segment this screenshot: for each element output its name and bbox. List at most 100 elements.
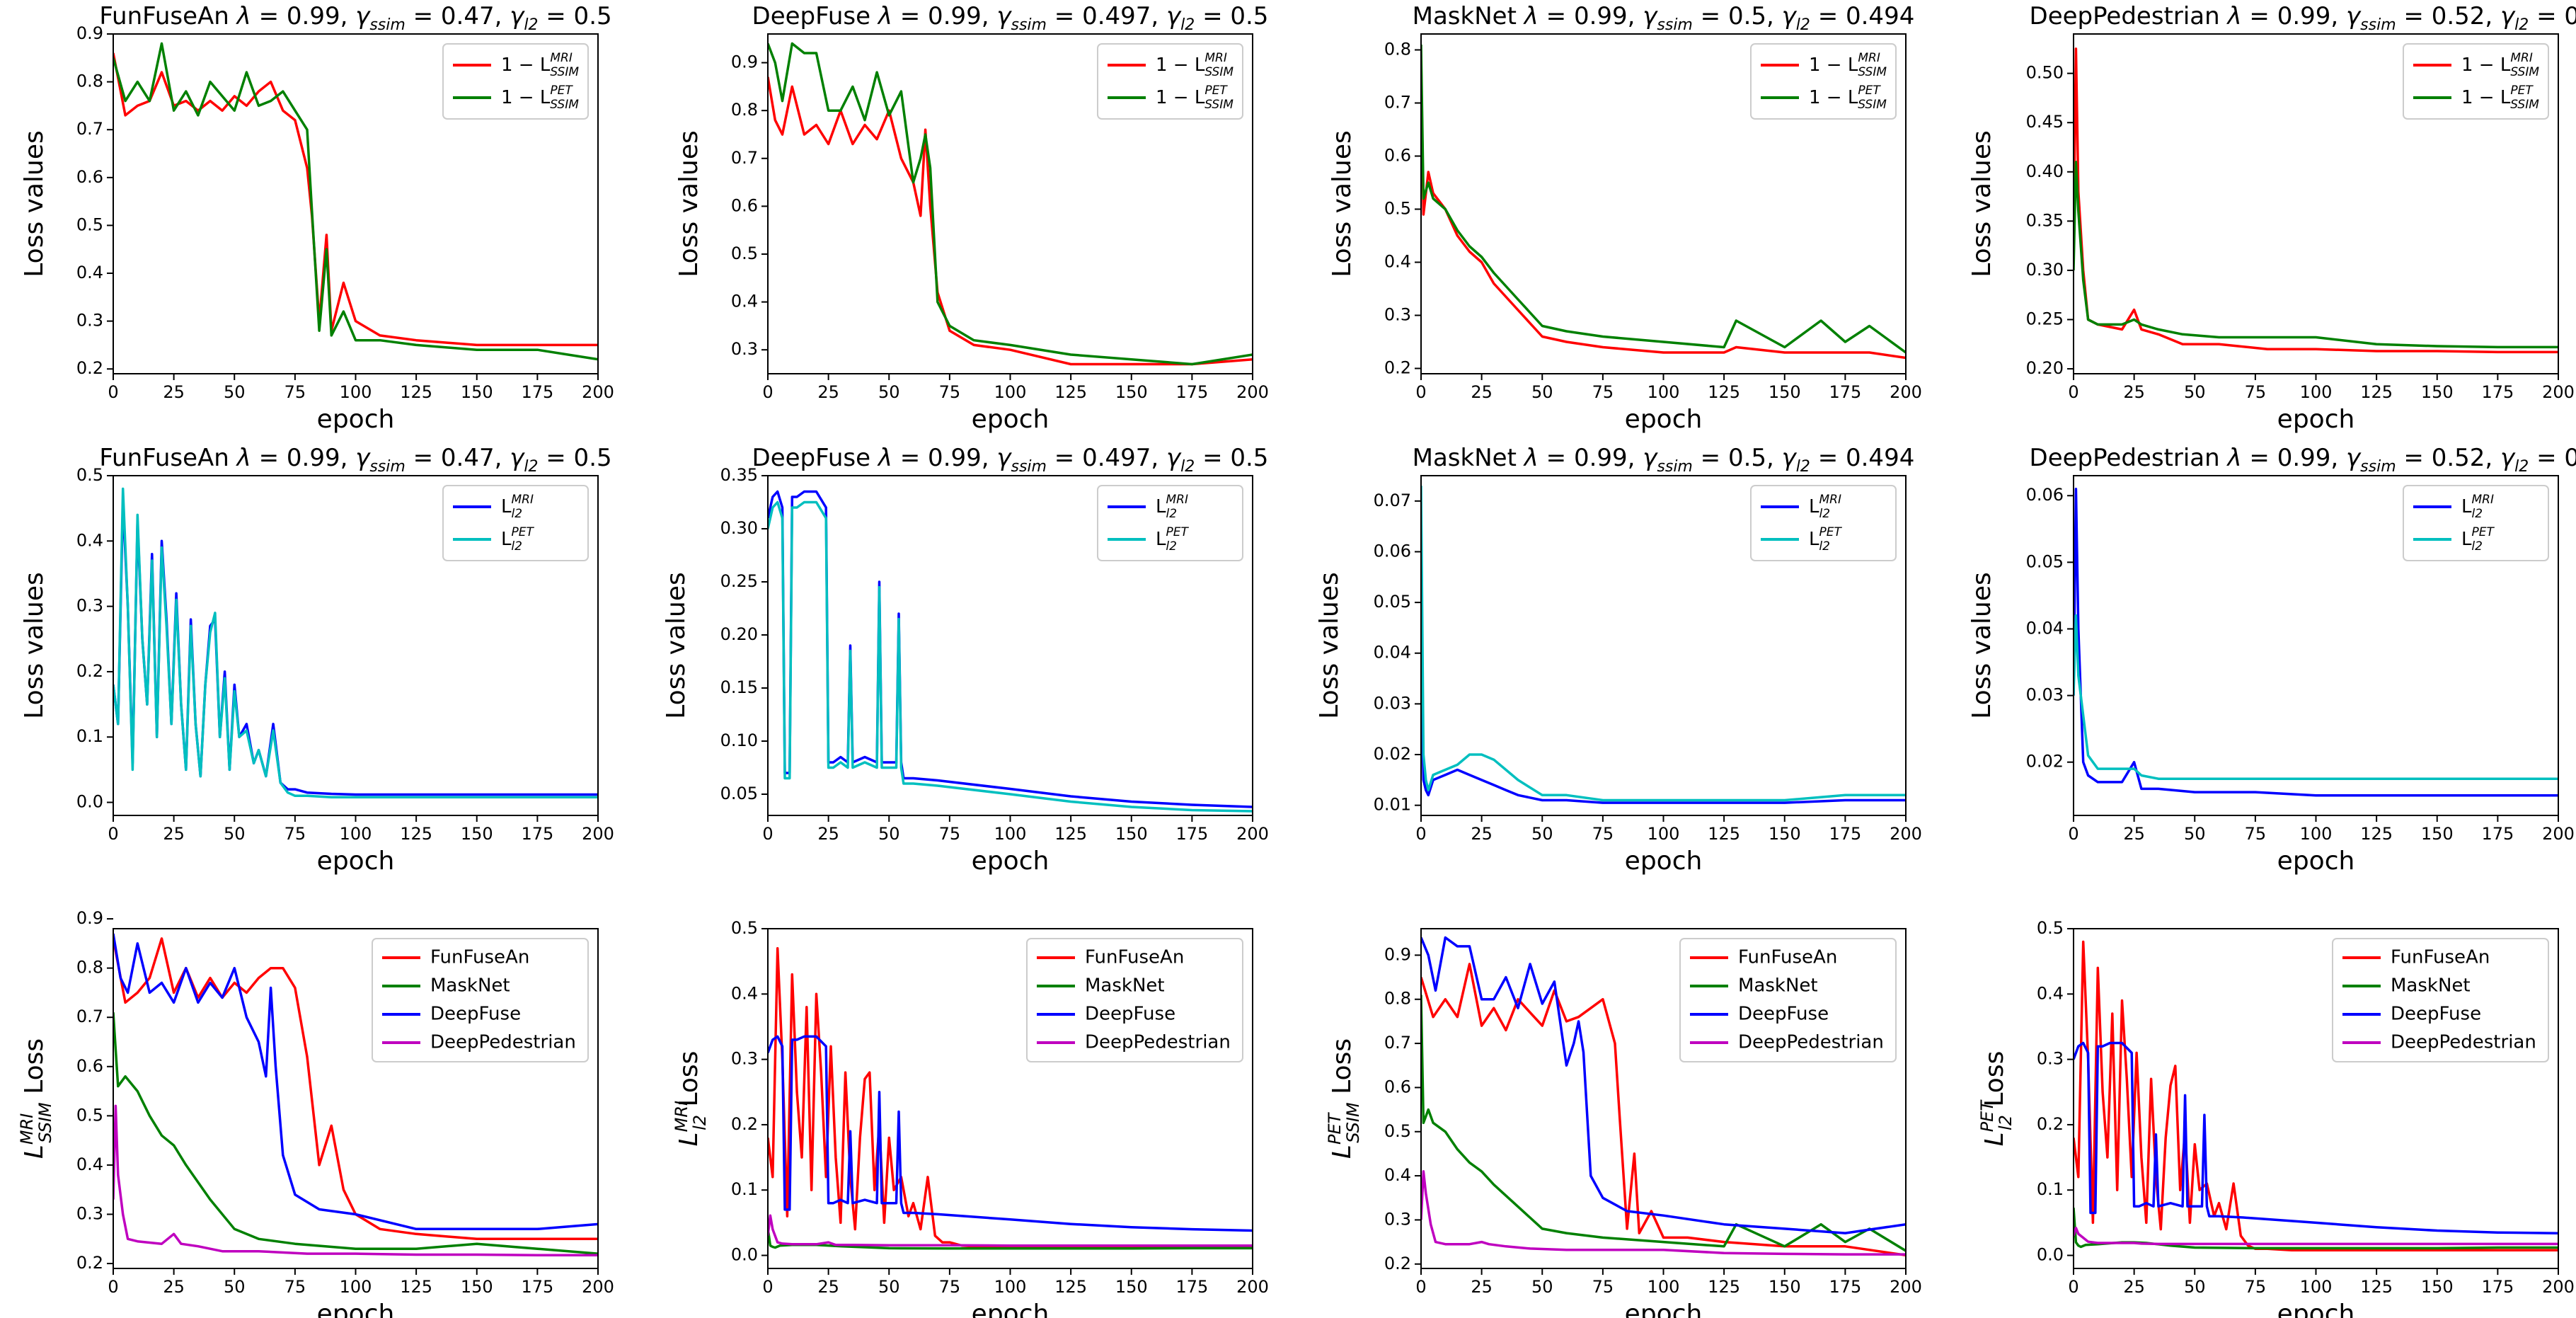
x-tick-label: 125 [400,824,432,844]
y-axis-label: LPETl2 Loss [1977,1051,2016,1147]
legend: LMRI l2 LPET l2 [1750,485,1897,561]
legend: FunFuseAn MaskNet DeepFuse DeepPedestrian [372,938,589,1062]
y-tick-label: 0.4 [76,530,103,550]
x-tick-label: 175 [2481,382,2514,402]
x-axis-label: epoch [1625,1300,1703,1318]
y-tick-label: 0.20 [2026,358,2064,378]
x-tick-label: 175 [521,1277,553,1297]
legend: LMRI l2 LPET l2 [442,485,589,561]
x-tick-label: 25 [2123,824,2145,844]
subplot-r0-c2: MaskNet λ = 0.99, γssim = 0.5, γl2 = 0.4… [1328,2,1922,434]
y-tick-label: 0.02 [1374,744,1411,764]
legend-label: MaskNet [2391,975,2471,997]
legend-label: MaskNet [1738,975,1818,997]
x-tick-label: 50 [1531,1277,1553,1297]
y-tick-label: 0.5 [2037,918,2064,938]
subplot-title: MaskNet λ = 0.99, γssim = 0.5, γl2 = 0.4… [1413,444,1915,476]
y-tick-label: 0.2 [2037,1114,2064,1134]
x-tick-label: 200 [1890,382,1922,402]
legend-box [1750,43,1897,120]
x-tick-label: 175 [1175,382,1208,402]
series-line-1-l-ssim-pet [2074,161,2558,349]
legend-box [1679,938,1897,1062]
x-tick-label: 50 [878,1277,900,1297]
x-axis-label: epoch [317,847,395,876]
y-tick-label: 0.7 [1384,93,1411,113]
legend-label: 1 − LPET SSIM [1156,84,1234,112]
series-line-deepfuse [768,1035,1253,1232]
x-tick-label: 25 [163,1277,185,1297]
y-axis-label: Loss values [1967,572,1996,719]
subplot-r1-c2: MaskNet λ = 0.99, γssim = 0.5, γl2 = 0.4… [1315,444,1922,876]
x-tick-label: 75 [284,1277,306,1297]
x-tick-label: 0 [2068,1277,2078,1297]
x-tick-label: 175 [1829,382,1861,402]
x-tick-label: 0 [1415,824,1426,844]
y-tick-label: 0.1 [731,1179,758,1199]
series-line-l-l2-pet [1421,486,1906,802]
x-tick-label: 100 [2300,382,2333,402]
x-tick-label: 150 [2421,382,2454,402]
x-tick-label: 0 [108,1277,118,1297]
y-tick-label: 0.05 [720,784,758,803]
legend-label: LPET l2 [2461,525,2495,554]
x-tick-label: 50 [2184,382,2206,402]
subplot-r1-c0: FunFuseAn λ = 0.99, γssim = 0.47, γl2 = … [20,444,614,876]
x-tick-label: 75 [939,824,961,844]
y-tick-label: 0.3 [731,1049,758,1069]
y-axis-label: LMRISSIM Loss [17,1038,55,1159]
x-tick-label: 0 [108,382,118,402]
x-tick-label: 200 [2542,1277,2575,1297]
legend: 1 − LMRI SSIM 1 − LPET SSIM [1750,43,1897,120]
y-tick-label: 0.4 [1384,252,1411,272]
y-axis-label: LPETSSIM Loss [1325,1038,1363,1159]
x-tick-label: 100 [1648,382,1680,402]
x-tick-label: 150 [1769,824,1801,844]
x-tick-label: 175 [1175,1277,1208,1297]
subplot-r0-c0: FunFuseAn λ = 0.99, γssim = 0.47, γl2 = … [20,2,614,434]
x-tick-label: 125 [1054,824,1087,844]
x-tick-label: 150 [1115,824,1148,844]
legend-box [372,938,589,1062]
legend-box [1750,485,1897,561]
legend: 1 − LMRI SSIM 1 − LPET SSIM [2403,43,2549,120]
series-line-l-l2-pet [2074,614,2558,780]
legend: 1 − LMRI SSIM 1 − LPET SSIM [1097,43,1243,120]
y-tick-label: 0.06 [1374,541,1411,561]
x-axis-label: epoch [972,405,1050,434]
x-tick-label: 0 [108,824,118,844]
legend: FunFuseAn MaskNet DeepFuse DeepPedestrian [2332,938,2549,1062]
x-tick-label: 75 [2245,1277,2267,1297]
x-tick-label: 25 [817,1277,839,1297]
series-line-funfusean [113,937,598,1241]
x-tick-label: 200 [582,824,614,844]
x-tick-label: 125 [1708,382,1740,402]
legend-label: 1 − LPET SSIM [1809,84,1887,112]
x-tick-label: 100 [2300,1277,2333,1297]
x-tick-label: 175 [521,382,553,402]
series-line-l-l2-mri [1421,643,1906,804]
x-tick-label: 100 [994,824,1027,844]
x-tick-label: 75 [1592,382,1614,402]
y-tick-label: 0.8 [1384,40,1411,59]
x-tick-label: 125 [1708,1277,1740,1297]
x-tick-label: 25 [1471,382,1493,402]
x-tick-label: 175 [1175,824,1208,844]
legend-label: DeepFuse [1085,1004,1175,1025]
series-line-deepfuse [2074,1041,2558,1234]
y-tick-label: 0.03 [1374,693,1411,713]
y-tick-label: 0.0 [2037,1245,2064,1265]
y-axis-label: Loss values [20,130,49,277]
y-tick-label: 0.30 [2026,260,2064,280]
x-tick-label: 25 [2123,382,2145,402]
x-tick-label: 100 [1648,824,1680,844]
series-line-deeppedestrian [2074,1227,2558,1246]
y-tick-label: 0.6 [731,195,758,215]
x-tick-label: 150 [461,382,493,402]
x-tick-label: 50 [2184,824,2206,844]
legend-label: MaskNet [1085,975,1165,997]
x-tick-label: 150 [1769,382,1801,402]
x-tick-label: 25 [2123,1277,2145,1297]
y-tick-label: 0.04 [2026,618,2064,638]
legend-label: DeepPedestrian [430,1032,576,1053]
